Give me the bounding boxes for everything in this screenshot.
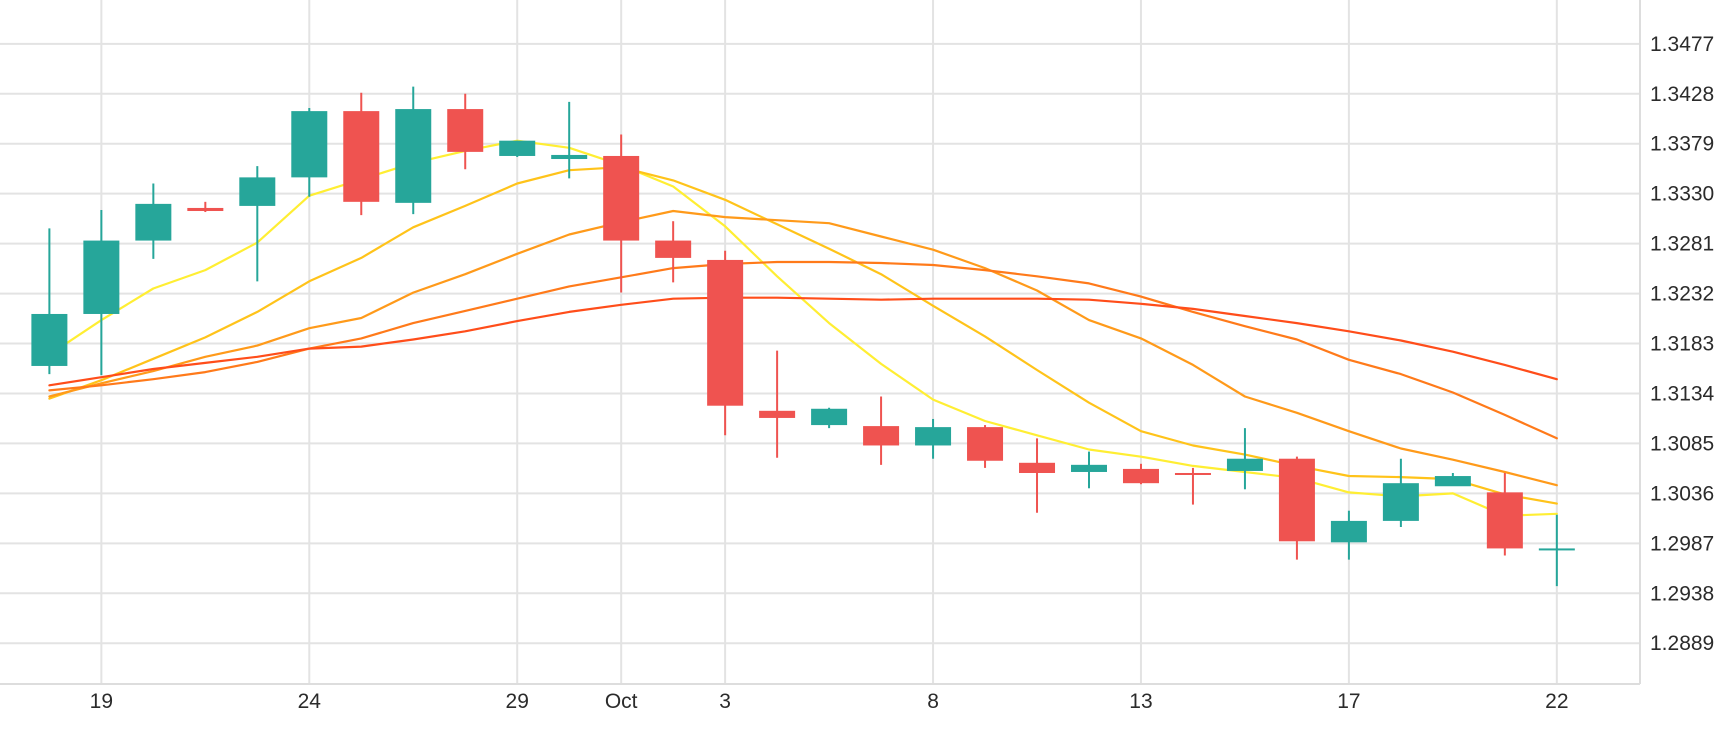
moving-average-line-4: [48, 260, 1558, 440]
candle-body: [1278, 458, 1315, 542]
candle-body: [1071, 464, 1108, 472]
candle-body: [551, 154, 588, 160]
candle-body: [1330, 520, 1367, 543]
candle-body: [707, 259, 744, 406]
candle-layer: [31, 86, 1575, 587]
y-tick-label: 1.2987: [1650, 532, 1714, 555]
candle: [1434, 472, 1471, 487]
candle-body: [1486, 492, 1523, 549]
moving-average-layer: [48, 139, 1558, 517]
candle: [915, 418, 952, 459]
y-tick-label: 1.3183: [1650, 333, 1714, 356]
candle-body: [1226, 458, 1263, 471]
candle: [1071, 451, 1108, 489]
candle-body: [395, 109, 432, 203]
candle-body: [135, 203, 172, 241]
candle-body: [1434, 476, 1471, 487]
candle: [83, 209, 120, 376]
candle-body: [811, 408, 848, 426]
candle: [135, 183, 172, 259]
candle-body: [1382, 483, 1419, 521]
candle-body: [603, 155, 640, 241]
candle-body: [863, 426, 900, 446]
candle: [1538, 514, 1575, 587]
y-tick-label: 1.2889: [1650, 632, 1714, 655]
candle: [707, 250, 744, 436]
x-tick-label: 8: [927, 690, 939, 713]
candle-body: [1122, 468, 1159, 484]
candle: [447, 93, 484, 170]
y-tick-label: 1.3330: [1650, 183, 1714, 206]
y-tick-label: 1.3232: [1650, 283, 1714, 306]
y-tick-label: 1.3379: [1650, 133, 1714, 156]
x-tick-label: 19: [90, 690, 113, 713]
moving-average-line-3: [48, 209, 1558, 487]
candle-body: [1174, 472, 1211, 475]
x-tick-label: Oct: [605, 690, 638, 713]
y-tick-label: 1.3134: [1650, 382, 1715, 405]
x-tick-label: 22: [1545, 690, 1568, 713]
candle: [1226, 428, 1263, 490]
candle: [239, 166, 276, 282]
candle-body: [499, 140, 536, 156]
y-tick-label: 1.2938: [1650, 582, 1714, 605]
candle: [499, 140, 536, 157]
candle-body: [31, 313, 68, 366]
y-tick-label: 1.3477: [1650, 33, 1714, 56]
candle-body: [1538, 548, 1575, 551]
y-tick-label: 1.3036: [1650, 482, 1714, 505]
candle: [1019, 438, 1056, 513]
candle: [759, 350, 796, 458]
candle: [1278, 456, 1315, 560]
moving-average-line-2: [48, 166, 1558, 505]
candle: [655, 221, 692, 283]
candle-body: [239, 177, 276, 206]
x-tick-label: 17: [1337, 690, 1360, 713]
candle: [1486, 472, 1523, 556]
y-tick-label: 1.3428: [1650, 83, 1714, 106]
candle-body: [343, 111, 380, 202]
candle-body: [447, 109, 484, 152]
candle: [1330, 510, 1367, 560]
candle: [1122, 463, 1159, 485]
candle: [551, 101, 588, 179]
candle: [291, 108, 328, 197]
candle-body: [83, 240, 120, 314]
candle: [1382, 458, 1419, 528]
grid-layer: [0, 0, 1641, 685]
x-tick-label: 3: [719, 690, 731, 713]
candle: [187, 201, 224, 213]
candle: [967, 425, 1004, 468]
x-tick-label: 29: [506, 690, 529, 713]
candle-body: [967, 427, 1004, 461]
candle: [603, 134, 640, 293]
candle-body: [187, 207, 224, 212]
candle-body: [655, 240, 692, 258]
candle-body: [759, 410, 796, 418]
candle: [1174, 467, 1211, 505]
candle: [31, 228, 68, 375]
candle-body: [291, 111, 328, 178]
axis-layer: 1.2889 1.2938 1.2987 1.3036 1.3085 1.3134 1.31…: [90, 33, 1715, 713]
candle: [395, 86, 432, 215]
candle: [863, 396, 900, 465]
candle: [811, 407, 848, 429]
y-tick-label: 1.3281: [1650, 233, 1714, 256]
moving-average-line-5: [48, 296, 1558, 387]
candle-body: [1019, 462, 1056, 473]
candle-body: [915, 427, 952, 446]
x-tick-label: 24: [298, 690, 322, 713]
candle: [343, 92, 380, 216]
y-tick-label: 1.3085: [1650, 432, 1714, 455]
x-tick-label: 13: [1129, 690, 1152, 713]
